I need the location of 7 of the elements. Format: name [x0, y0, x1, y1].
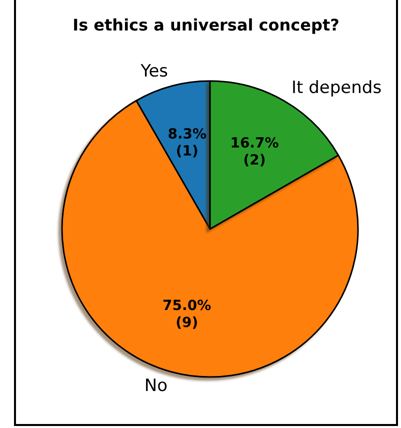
- data-label: 75.0% (9): [162, 298, 212, 332]
- slice-label: Yes: [140, 62, 168, 82]
- slice-label: No: [144, 376, 168, 396]
- chart-title: Is ethics a universal concept?: [72, 16, 340, 34]
- data-label: 16.7% (2): [230, 136, 279, 169]
- slice-label: It depends: [292, 78, 382, 98]
- data-label: 8.3% (1): [168, 126, 207, 160]
